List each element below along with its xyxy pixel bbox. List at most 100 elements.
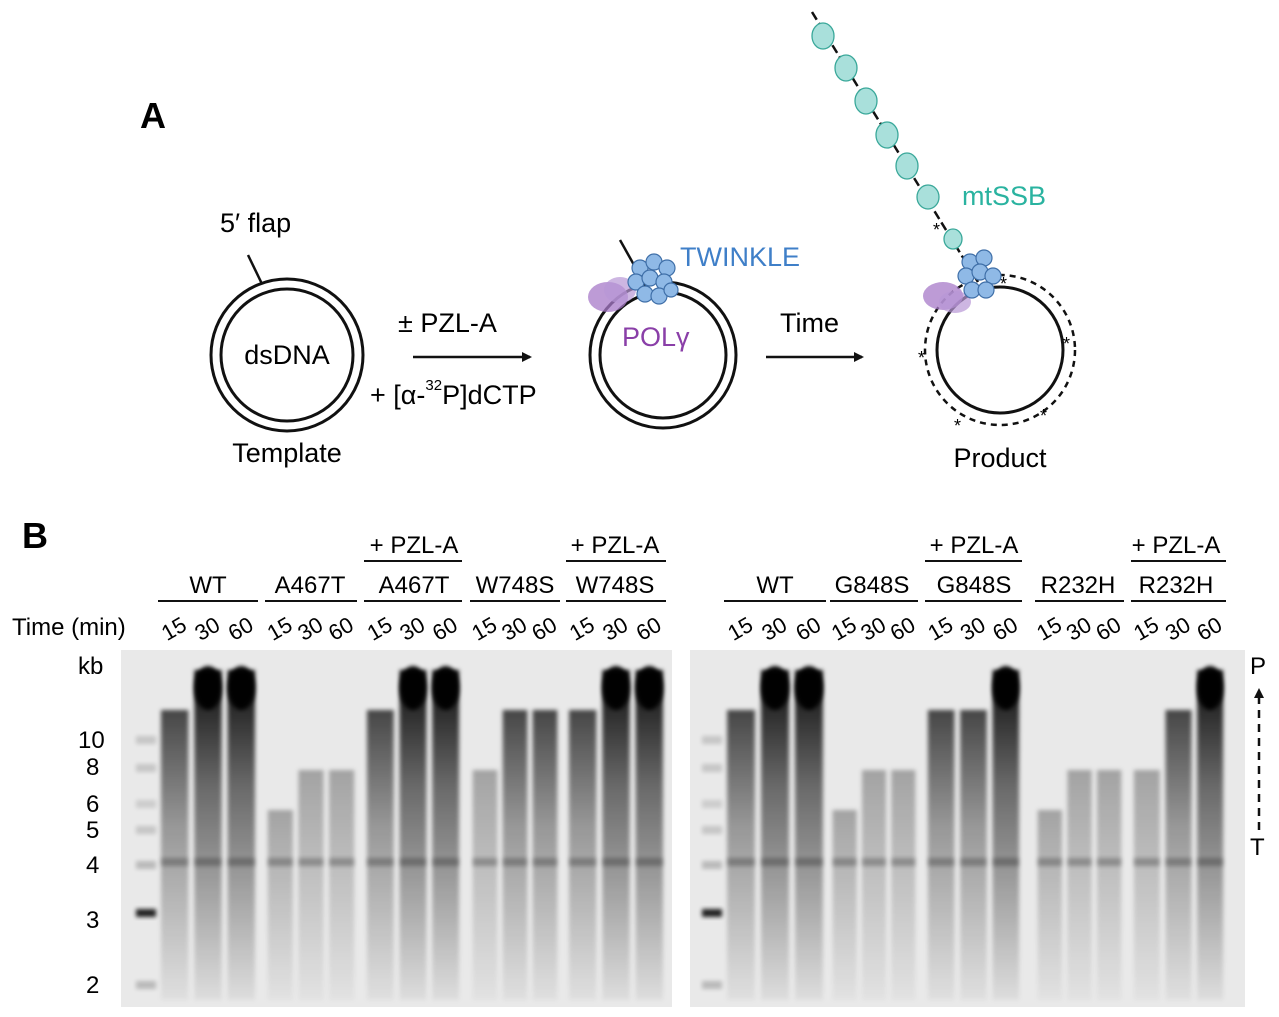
pzl-a-header: + PZL-A [370, 532, 459, 559]
template-caption: Template [232, 438, 342, 468]
lane-group-name: G848S [937, 572, 1012, 599]
ladder-band [136, 909, 156, 917]
time-point-label: 30 [293, 612, 327, 646]
lane-group-name: A467T [275, 572, 346, 599]
gel-lane-smear [329, 770, 355, 1000]
gel-lane-smear [532, 710, 558, 1000]
gel-lane-smear [1097, 770, 1122, 1000]
gel-lane-smear [727, 710, 755, 1000]
time-point-label: 15 [723, 612, 757, 646]
gel-product-band [399, 666, 427, 710]
gel-lane-smear [992, 670, 1020, 1000]
lane-group-name: G848S [835, 572, 910, 599]
product-caption: Product [953, 443, 1047, 473]
gel-product-band [761, 666, 789, 710]
gel-lane-smear [227, 670, 255, 1000]
ladder-band [136, 861, 156, 869]
gel-template-band [569, 858, 597, 866]
time-point-label: 60 [1193, 612, 1227, 646]
svg-text:*: * [933, 220, 940, 240]
left-gel-lanes [136, 666, 663, 1000]
gel-template-band [761, 858, 789, 866]
gel-template-band [1133, 858, 1160, 866]
ladder-band [702, 981, 722, 989]
time-point-label: 15 [263, 612, 297, 646]
time-point-label: 60 [988, 612, 1022, 646]
gel-template-band [891, 858, 916, 866]
time-point-label: 30 [1062, 612, 1096, 646]
time-point-label: 30 [856, 612, 890, 646]
gel-lane-smear [194, 670, 222, 1000]
ladder-band [702, 861, 722, 869]
gel-lane-smear [891, 770, 916, 1000]
gel-lane-smear [366, 710, 394, 1000]
gel-template-band [472, 858, 498, 866]
gel-lane-smear [502, 710, 528, 1000]
time-point-label: 15 [565, 612, 599, 646]
time-min-label: Time (min) [12, 614, 126, 641]
ladder-band [136, 981, 156, 989]
svg-text:*: * [1000, 274, 1007, 294]
template-plasmid [209, 254, 365, 433]
gel-lane-smear [960, 710, 987, 1000]
svg-text:*: * [918, 348, 925, 368]
gel-template-band [1037, 858, 1062, 866]
ladder-band [136, 736, 156, 744]
gel-template-band [602, 858, 630, 866]
marker-3: 3 [86, 907, 99, 934]
ladder-band [702, 736, 722, 744]
gel-template-band [399, 858, 427, 866]
twinkle-label: TWINKLE [680, 242, 800, 272]
gel-lane-smear [761, 670, 789, 1000]
time-point-label: 60 [428, 612, 462, 646]
ladder-band [136, 826, 156, 834]
product-plasmid: * * * * * * [918, 220, 1077, 436]
time-point-label: 60 [1092, 612, 1126, 646]
svg-text:*: * [954, 416, 961, 436]
arrow1-top-label: ± PZL-A [398, 308, 497, 338]
marker-4: 4 [86, 852, 99, 879]
time-arrow-label: Time [780, 308, 839, 338]
marker-5: 5 [86, 817, 99, 844]
gel-template-band [161, 858, 189, 866]
time-point-label: 60 [324, 612, 358, 646]
time-point-label: 15 [827, 612, 861, 646]
gel-template-band [227, 858, 255, 866]
gel-lane-smear [927, 710, 955, 1000]
time-point-label: 15 [1032, 612, 1066, 646]
time-point-label: 15 [467, 612, 501, 646]
right-gel-lanes [702, 666, 1224, 1000]
gel-template-band [992, 858, 1020, 866]
gel-lane-smear [298, 770, 324, 1000]
gel-template-band [727, 858, 755, 866]
gel-template-band [432, 858, 460, 866]
flap-label: 5′ flap [220, 208, 291, 238]
time-point-label: 60 [527, 612, 561, 646]
gel-lane-smear [1197, 670, 1224, 1000]
time-point-label: 30 [190, 612, 224, 646]
time-point-label: 60 [224, 612, 258, 646]
pzl-a-header: + PZL-A [571, 532, 660, 559]
gel-lane-smear [861, 770, 887, 1000]
ladder-band [136, 764, 156, 772]
gel-lane-smear [472, 770, 498, 1000]
arrow1-bottom-label: + [α-32P]dCTP [370, 377, 537, 410]
time-point-label: 30 [598, 612, 632, 646]
lane-group-name: A467T [379, 572, 450, 599]
gel-lane-smear [1067, 770, 1092, 1000]
gel-template-band [532, 858, 558, 866]
gel-lane-smear [161, 710, 189, 1000]
gel-product-band [1197, 666, 1224, 710]
ladder-band [702, 909, 722, 917]
gel-product-band [602, 666, 630, 710]
gel-lane-smear [1165, 710, 1192, 1000]
gel-template-band [194, 858, 222, 866]
gel-product-band [992, 666, 1020, 710]
gel-template-band [960, 858, 987, 866]
gel-lane-smear [832, 810, 857, 1000]
lane-group-name: R232H [1139, 572, 1214, 599]
gel-lane-smear [1037, 810, 1062, 1000]
